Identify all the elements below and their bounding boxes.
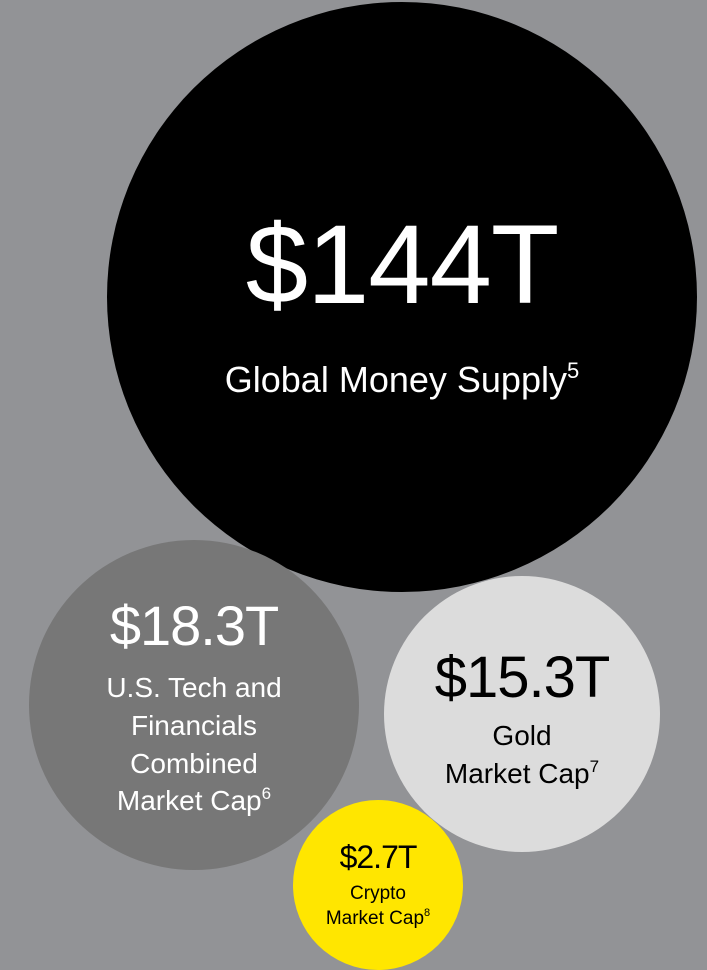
bubble-label: Crypto bbox=[350, 883, 406, 904]
bubble-value: $15.3T bbox=[435, 645, 610, 710]
bubble-value: $144T bbox=[246, 202, 559, 327]
bubble-label: Combined bbox=[130, 748, 258, 779]
bubble-label: U.S. Tech and bbox=[106, 672, 281, 703]
bubble-label: Market Cap7 bbox=[445, 757, 599, 789]
footnote-mark: 5 bbox=[567, 358, 579, 383]
bubble-label: Market Cap6 bbox=[117, 784, 271, 816]
label-line: Market Cap bbox=[117, 785, 262, 816]
bubble-label: Market Cap8 bbox=[326, 907, 430, 929]
bubble-value: $2.7T bbox=[340, 839, 417, 875]
label-line: Gold bbox=[492, 720, 551, 751]
label-line: Global Money Supply bbox=[225, 359, 567, 400]
bubble-value: $18.3T bbox=[110, 594, 278, 657]
label-line: Crypto bbox=[350, 883, 406, 904]
label-line: Financials bbox=[131, 710, 257, 741]
bubble-label: Financials bbox=[131, 710, 257, 741]
footnote-mark: 7 bbox=[590, 757, 599, 776]
bubble bbox=[29, 540, 359, 870]
bubble bbox=[293, 800, 463, 970]
label-line: Market Cap bbox=[445, 758, 590, 789]
footnote-mark: 6 bbox=[262, 784, 271, 803]
bubble bbox=[107, 2, 697, 592]
label-line: Market Cap bbox=[326, 908, 424, 929]
labels: $144T Global Money Supply5 $18.3T U.S. Tech… bbox=[106, 202, 611, 929]
bubble-label: Global Money Supply5 bbox=[225, 358, 579, 400]
bubble bbox=[384, 576, 660, 852]
footnote-mark: 8 bbox=[424, 907, 430, 919]
bubble-label: Gold bbox=[492, 720, 551, 751]
label-line: Combined bbox=[130, 748, 258, 779]
label-line: U.S. Tech and bbox=[106, 672, 281, 703]
